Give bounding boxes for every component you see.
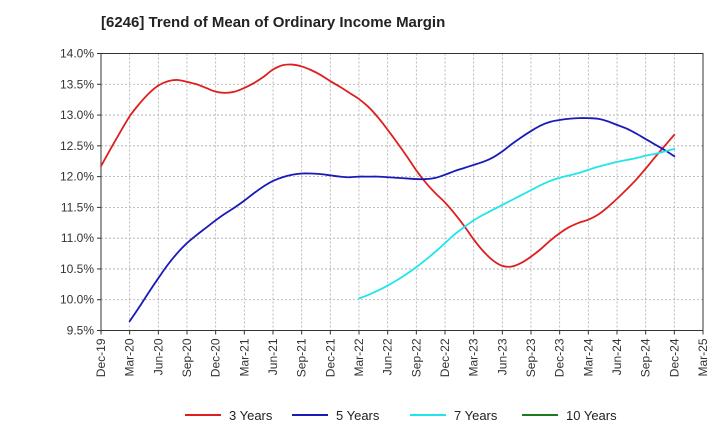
y-tick-label: 11.0% [61,231,94,245]
x-tick-label: Sep-22 [409,338,423,377]
x-tick-label: Jun-22 [381,338,395,375]
x-tick-label: Sep-24 [639,338,653,377]
y-axis: 9.5% 10.0% 10.5% 11.0% 11.5% 12.0% 12.5% 13.0% 1… [60,47,101,338]
x-tick-label: Dec-24 [667,338,681,377]
x-tick-label: Jun-23 [495,338,509,375]
x-tick-label: Mar-22 [352,338,366,376]
legend-item-10-years: 10 Years [522,404,617,426]
x-axis: Dec-19 Mar-20 Jun-20 Sep-20 Dec-20 Mar-21 Jun-… [94,330,710,377]
y-tick-label: 13.0% [60,108,94,122]
legend-item-5-years: 5 Years [292,404,379,426]
grid [100,53,704,331]
x-tick-label: Jun-20 [151,338,165,375]
y-tick-label: 11.5% [61,200,94,214]
legend-swatch-5-years [292,414,328,416]
series-line-5-years [128,117,676,323]
plot-frame [100,53,704,331]
x-tick-label: Dec-19 [94,338,108,377]
x-tick-label: Dec-20 [209,338,223,377]
x-tick-label: Dec-21 [323,338,337,377]
y-tick-label: 13.5% [60,77,94,91]
series-line-3-years [100,63,676,268]
x-tick-label: Dec-23 [553,338,567,377]
x-tick-label: Mar-21 [237,338,251,376]
legend-label-10-years: 10 Years [566,407,617,423]
x-tick-label: Mar-20 [123,338,137,376]
chart-title: [6246] Trend of Mean of Ordinary Income … [101,14,446,31]
legend-swatch-3-years [185,414,221,416]
x-tick-label: Sep-21 [295,338,309,377]
legend-swatch-7-years [410,414,446,416]
x-tick-label: Jun-21 [266,338,280,375]
legend: 3 Years 5 Years 7 Years 10 Years [0,404,720,426]
legend-label-7-years: 7 Years [454,407,498,423]
x-tick-label: Dec-22 [438,338,452,377]
x-tick-label: Mar-25 [696,338,710,376]
legend-item-3-years: 3 Years [185,404,272,426]
y-tick-label: 14.0% [60,47,94,61]
y-tick-label: 10.0% [60,293,94,307]
y-tick-label: 9.5% [67,324,95,338]
legend-swatch-10-years [522,414,558,416]
x-tick-label: Sep-23 [524,338,538,377]
series [100,63,676,323]
y-tick-label: 12.5% [60,139,94,153]
series-line-7-years [358,148,676,300]
y-tick-label: 12.0% [60,170,94,184]
legend-label-5-years: 5 Years [336,407,380,423]
legend-item-7-years: 7 Years [410,404,497,426]
x-tick-label: Mar-24 [581,338,595,376]
x-tick-label: Sep-20 [180,338,194,377]
y-tick-label: 10.5% [60,262,94,276]
x-tick-label: Mar-23 [467,338,481,376]
x-tick-label: Jun-24 [610,338,624,375]
legend-label-3-years: 3 Years [229,407,273,423]
